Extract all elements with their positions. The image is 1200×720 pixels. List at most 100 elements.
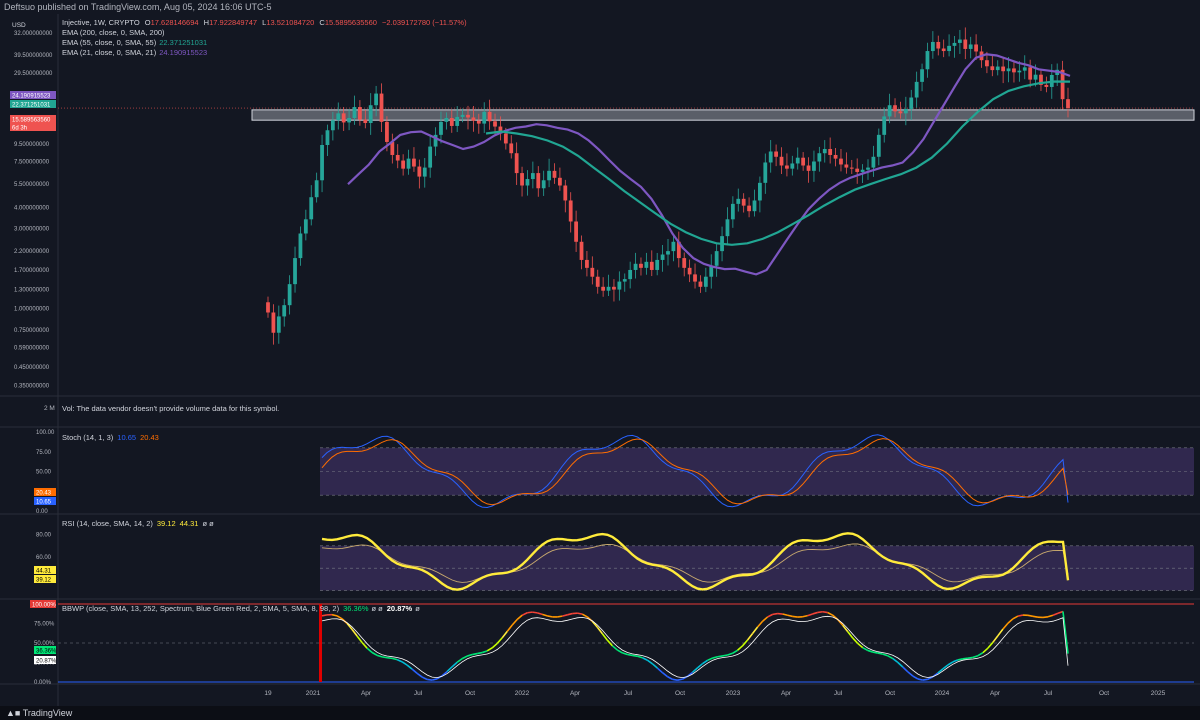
publisher-line: Deftsuo published on TradingView.com, Au… — [4, 2, 272, 12]
candle-body — [714, 251, 719, 266]
bbwp-segment — [577, 612, 583, 615]
bbwp-segment — [746, 633, 754, 641]
bbwp-segment — [702, 659, 708, 665]
candle-body — [525, 179, 530, 186]
candle-body — [455, 116, 460, 126]
bbwp-segment — [656, 667, 663, 674]
tradingview-logo-icon[interactable]: ▲■ TradingView — [6, 708, 73, 718]
bbwp-tick-label: 50.00% — [34, 641, 55, 647]
candle-body — [758, 182, 762, 201]
candle-body — [693, 274, 697, 282]
candle-body — [963, 39, 968, 49]
price-tick-label: 0.590000000 — [14, 345, 50, 351]
price-tag — [10, 123, 56, 131]
bbwp-segment — [361, 641, 368, 649]
bbwp-segment — [596, 626, 604, 635]
bbwp-segment — [581, 613, 588, 618]
bbwp-segment — [511, 618, 518, 626]
bbwp-segment — [472, 652, 478, 656]
price-tick-label: 29.500000000 — [14, 71, 53, 77]
time-tick-label: Jul — [414, 690, 423, 697]
stoch-legend: Stoch (14, 1, 3) 10.65 20.43 — [62, 433, 159, 442]
time-tick-label: Apr — [570, 690, 581, 697]
candle-body — [266, 302, 270, 313]
candle-body — [736, 198, 741, 204]
candle-body — [898, 111, 903, 114]
bbwp-pane[interactable]: 75.00%50.00%25.00%0.00%100.00%36.36%20.8… — [30, 600, 1194, 686]
candle-body — [466, 114, 470, 118]
bbwp-segment — [1032, 615, 1039, 618]
currency-label[interactable]: USD — [12, 22, 26, 29]
bbwp-segment — [351, 628, 358, 637]
candle-body — [649, 261, 654, 270]
bbwp-segment — [1047, 614, 1054, 618]
candle-body — [493, 121, 497, 127]
candle-body — [801, 157, 806, 166]
rsi-legend: RSI (14, close, SMA, 14, 2) 39.12 44.31 ø ø — [62, 519, 214, 528]
candle-body — [876, 134, 881, 157]
candle-body — [1012, 68, 1016, 73]
candle-body — [1033, 74, 1038, 80]
time-tick-label: Apr — [361, 690, 372, 697]
candle-body — [990, 66, 995, 71]
bbwp-segment — [1002, 622, 1009, 630]
price-tag — [10, 91, 56, 99]
legend-ema21: EMA (21, close, 0, SMA, 21) 24.190915523 — [62, 48, 207, 57]
main-price-pane[interactable]: 32.00000000039.50000000029.50000000012.5… — [10, 27, 1195, 389]
candle-body — [595, 276, 600, 287]
candle-body — [936, 41, 941, 49]
candle-body — [422, 167, 427, 177]
bbwp-segment — [1027, 614, 1034, 618]
candle-body — [882, 116, 887, 135]
candle-body — [909, 97, 914, 109]
candle-body — [585, 259, 589, 268]
bbwp-segment — [732, 649, 738, 654]
bbwp-segment — [346, 622, 353, 630]
bbwp-segment — [391, 657, 398, 661]
time-tick-label: Oct — [1099, 690, 1109, 697]
bbwp-segment — [527, 611, 533, 614]
rsi-tag-label: 44.31 — [36, 569, 52, 575]
bbwp-segment — [972, 654, 979, 659]
candle-body — [363, 119, 368, 124]
bbwp-segment — [466, 653, 473, 657]
candle-body — [568, 200, 573, 222]
price-tick-label: 7.500000000 — [14, 159, 50, 165]
candle-body — [444, 118, 449, 122]
bbwp-segment — [461, 655, 468, 660]
stoch-tick-label: 50.00 — [36, 470, 52, 476]
candle-body — [655, 259, 660, 270]
bbwp-segment — [741, 639, 749, 647]
bbwp-segment — [427, 678, 433, 681]
candle-body — [947, 45, 951, 52]
candle-body — [487, 111, 492, 122]
bbwp-segment — [897, 661, 904, 668]
candle-body — [325, 130, 330, 145]
stoch-tag-label: 10.65 — [36, 500, 52, 506]
candle-body — [768, 151, 773, 163]
candle-body — [352, 107, 357, 119]
bbwp-extreme-bar — [319, 604, 322, 682]
candle-body — [676, 241, 681, 259]
rsi-tag — [34, 566, 56, 574]
bbwp-tag-label: 20.87% — [36, 659, 57, 665]
candle-body — [958, 39, 962, 43]
bbwp-segment — [591, 620, 598, 628]
candle-body — [660, 254, 665, 260]
candle-body — [828, 148, 833, 155]
bbwp-segment — [601, 633, 609, 641]
bbwp-segment — [1042, 615, 1049, 619]
candle-body — [785, 165, 789, 169]
bbwp-segment — [802, 614, 808, 618]
bbwp-segment — [686, 671, 693, 677]
candle-body — [520, 173, 524, 186]
candle-body — [347, 118, 351, 123]
candle-body — [341, 113, 346, 123]
candle-body — [1006, 68, 1011, 72]
bbwp-segment — [637, 655, 643, 659]
stoch-tag — [34, 488, 56, 496]
bbwp-segment — [481, 650, 488, 654]
candle-body — [433, 134, 438, 147]
